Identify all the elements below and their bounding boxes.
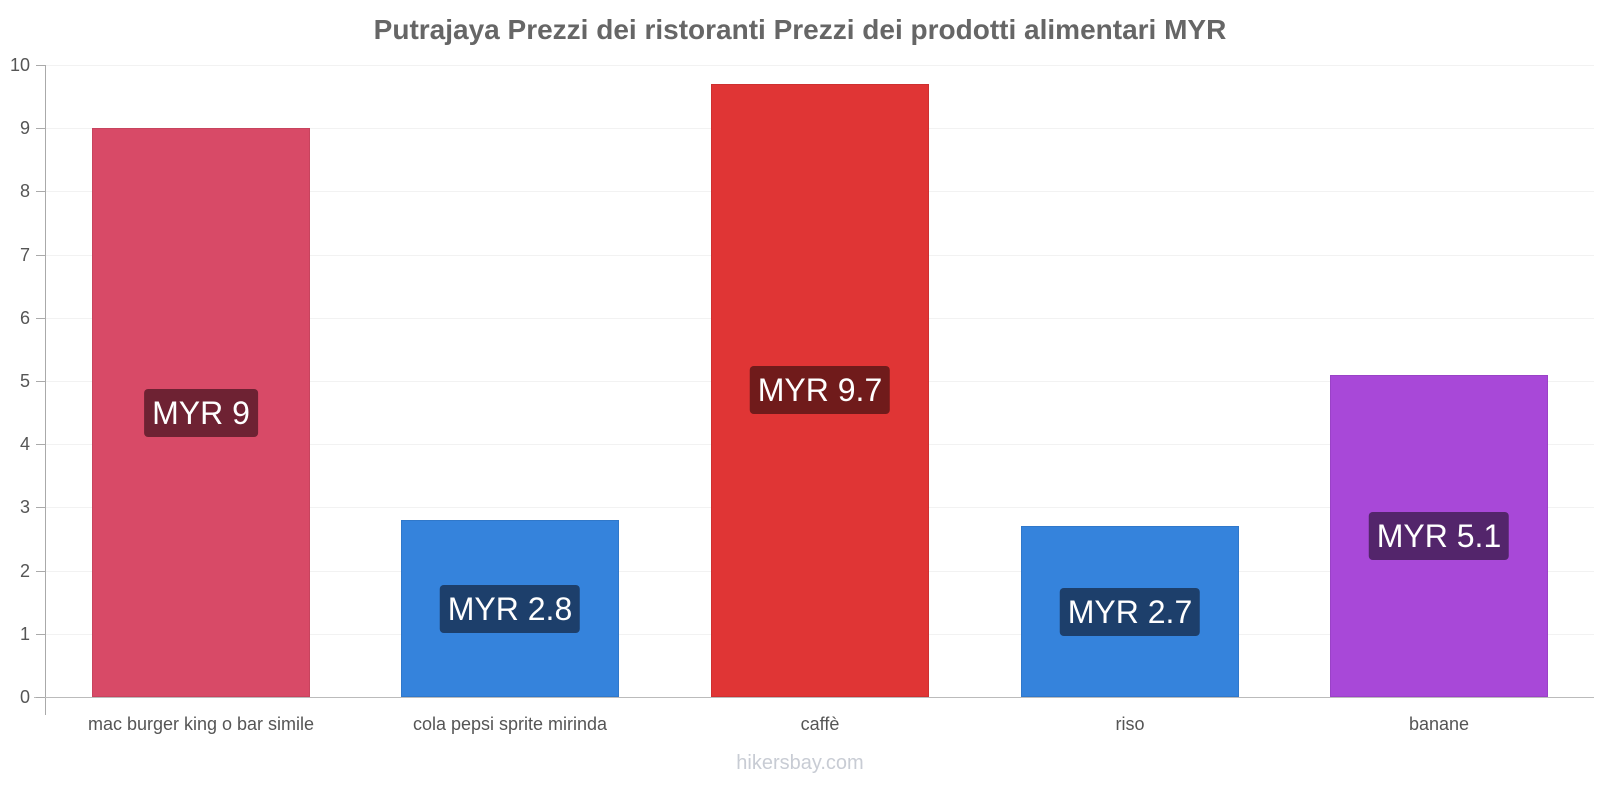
y-tick-mark	[36, 444, 45, 445]
y-tick-mark	[36, 255, 45, 256]
y-tick-mark	[36, 634, 45, 635]
data-label: MYR 9.7	[749, 366, 891, 414]
y-tick-mark	[36, 65, 45, 66]
y-tick-mark	[36, 697, 45, 698]
y-tick-label: 4	[19, 434, 30, 454]
data-label: MYR 9	[144, 389, 258, 437]
y-tick-label: 10	[9, 55, 30, 75]
x-tick-label: riso	[1115, 714, 1145, 734]
gridline	[46, 65, 1594, 66]
watermark: hikersbay.com	[736, 752, 864, 774]
y-axis-line	[45, 65, 46, 715]
x-tick-label: banane	[1408, 714, 1470, 734]
y-tick-label: 3	[19, 497, 30, 517]
data-label: MYR 5.1	[1368, 512, 1510, 560]
x-tick-label: caffè	[800, 714, 840, 734]
y-tick-mark	[36, 571, 45, 572]
y-tick-label: 5	[19, 371, 30, 391]
y-tick-mark	[36, 128, 45, 129]
y-tick-mark	[36, 507, 45, 508]
x-axis-line	[34, 697, 1594, 698]
y-tick-mark	[36, 318, 45, 319]
chart-title: Putrajaya Prezzi dei ristoranti Prezzi d…	[373, 14, 1227, 45]
y-tick-label: 2	[19, 561, 30, 581]
y-tick-label: 8	[19, 181, 30, 201]
y-tick-label: 7	[19, 245, 30, 265]
x-tick-label: mac burger king o bar simile	[87, 714, 315, 734]
y-tick-mark	[36, 381, 45, 382]
y-tick-mark	[36, 191, 45, 192]
y-tick-label: 0	[19, 687, 30, 707]
data-label: MYR 2.7	[1059, 588, 1201, 636]
y-tick-label: 1	[19, 624, 30, 644]
y-tick-label: 9	[19, 118, 30, 138]
x-tick-label: cola pepsi sprite mirinda	[412, 714, 608, 734]
data-label: MYR 2.8	[439, 585, 581, 633]
y-tick-label: 6	[19, 308, 30, 328]
